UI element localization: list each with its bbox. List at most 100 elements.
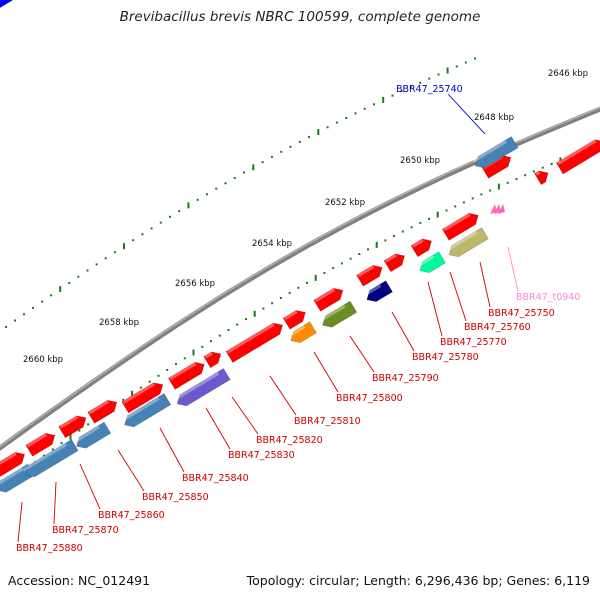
gene-block — [282, 310, 306, 330]
tick-mark — [59, 286, 62, 293]
gene-block — [288, 321, 317, 343]
gene-label[interactable]: BBR47_25810 — [294, 416, 361, 427]
gene-label[interactable]: BBR47_t0940 — [516, 292, 580, 303]
tick-mark — [497, 183, 500, 190]
tick-mark — [340, 262, 343, 265]
tick-mark — [157, 374, 160, 377]
gene-label[interactable]: BBR47_25840 — [182, 473, 249, 484]
leader-line — [479, 261, 491, 308]
gene-label[interactable]: BBR47_25830 — [228, 450, 295, 461]
tick-mark — [60, 442, 63, 445]
gene-features — [0, 0, 600, 493]
tick-mark — [210, 340, 212, 343]
leader-line — [269, 375, 297, 416]
tick-mark — [382, 96, 385, 103]
tick-mark — [419, 222, 422, 224]
tick-mark — [41, 300, 44, 303]
gene-label[interactable]: BBR47_25750 — [488, 308, 555, 319]
tick-mark — [169, 215, 171, 218]
tick-mark — [187, 202, 190, 209]
tick-mark — [559, 157, 562, 164]
gene-label[interactable]: BBR47_25820 — [256, 435, 323, 446]
tick-mark — [436, 211, 439, 218]
tick-mark — [541, 166, 544, 169]
tick-mark — [77, 275, 80, 278]
gene-block — [174, 368, 231, 407]
tick-mark — [122, 398, 125, 401]
tick-mark — [178, 210, 181, 213]
gene-block — [203, 351, 222, 369]
leader-line — [205, 407, 231, 450]
tick-mark — [32, 306, 34, 309]
gene-label[interactable]: BBR47_25760 — [464, 322, 531, 333]
gene-block — [167, 361, 205, 390]
tick-mark — [150, 227, 153, 230]
gene-label[interactable]: BBR47_25850 — [142, 492, 209, 503]
gene-block — [364, 280, 393, 302]
gene-label[interactable]: BBR47_25790 — [372, 373, 439, 384]
tick-mark — [306, 281, 308, 284]
tick-mark — [297, 286, 300, 289]
tick-mark — [261, 161, 264, 164]
leader-line — [349, 335, 375, 373]
accession-text: Accession: NC_012491 — [8, 573, 151, 588]
tick-mark — [428, 77, 431, 80]
tick-mark — [363, 107, 366, 110]
tick-mark — [131, 390, 134, 397]
tick-mark — [252, 164, 255, 171]
gene-label[interactable]: BBR47_25800 — [336, 393, 403, 404]
tick-mark — [23, 313, 25, 316]
gene-label[interactable]: BBR47_25770 — [440, 337, 507, 348]
tick-mark — [358, 253, 361, 255]
tick-mark — [159, 221, 162, 224]
tick-mark — [471, 197, 474, 200]
tick-mark — [86, 269, 89, 272]
kbp-label: 2660 kbp — [23, 355, 63, 365]
gene-block — [446, 227, 489, 258]
topology-text: Topology: circular — [246, 573, 356, 588]
tick-mark — [288, 291, 291, 294]
leader-line — [449, 271, 467, 322]
kbp-label: 2646 kbp — [548, 69, 588, 79]
tick-mark — [480, 193, 483, 196]
tick-mark — [474, 57, 476, 60]
tick-mark — [14, 319, 16, 322]
gene-label[interactable]: BBR47_25880 — [16, 543, 83, 554]
leader-line — [447, 93, 486, 135]
tick-mark — [166, 368, 169, 371]
gene-block — [472, 136, 519, 169]
gene-label[interactable]: BBR47_25780 — [412, 352, 479, 363]
gene-block — [320, 300, 358, 328]
tick-mark — [437, 73, 440, 76]
leader-line — [159, 427, 185, 473]
genome-summary: Topology: circular; Length: 6,296,436 bp… — [246, 573, 590, 588]
tick-mark — [335, 121, 338, 124]
leader-line — [427, 281, 443, 337]
gene-block — [74, 421, 112, 449]
tick-mark — [50, 294, 53, 297]
tick-mark — [271, 302, 274, 305]
tick-mark — [489, 189, 492, 192]
leader-line — [79, 463, 101, 510]
tick-mark — [446, 67, 449, 74]
trna-glyph — [498, 204, 505, 214]
tick-mark — [428, 217, 430, 220]
tick-mark — [243, 171, 245, 174]
gene-block — [356, 265, 383, 287]
tick-mark — [455, 65, 458, 68]
tick-mark — [87, 423, 90, 426]
gene-label[interactable]: BBR47_25870 — [52, 525, 119, 536]
gene-label[interactable]: BBR47_25740 — [396, 84, 463, 95]
leader-line — [391, 311, 415, 352]
label-texts: 2646 kbp 2648 kbp 2650 kbp 2652 kbp 2654 kbp… — [16, 69, 588, 554]
tick-mark — [236, 323, 239, 326]
genes-text: Genes: 6,119 — [506, 573, 590, 588]
gene-label[interactable]: BBR47_25860 — [98, 510, 165, 521]
tick-mark — [409, 86, 412, 88]
tick-mark — [227, 329, 230, 331]
tick-mark — [550, 162, 553, 165]
gene-block — [555, 139, 600, 175]
map-title: Brevibacillus brevis NBRC 100599, comple… — [119, 9, 481, 25]
tick-mark — [270, 155, 273, 158]
